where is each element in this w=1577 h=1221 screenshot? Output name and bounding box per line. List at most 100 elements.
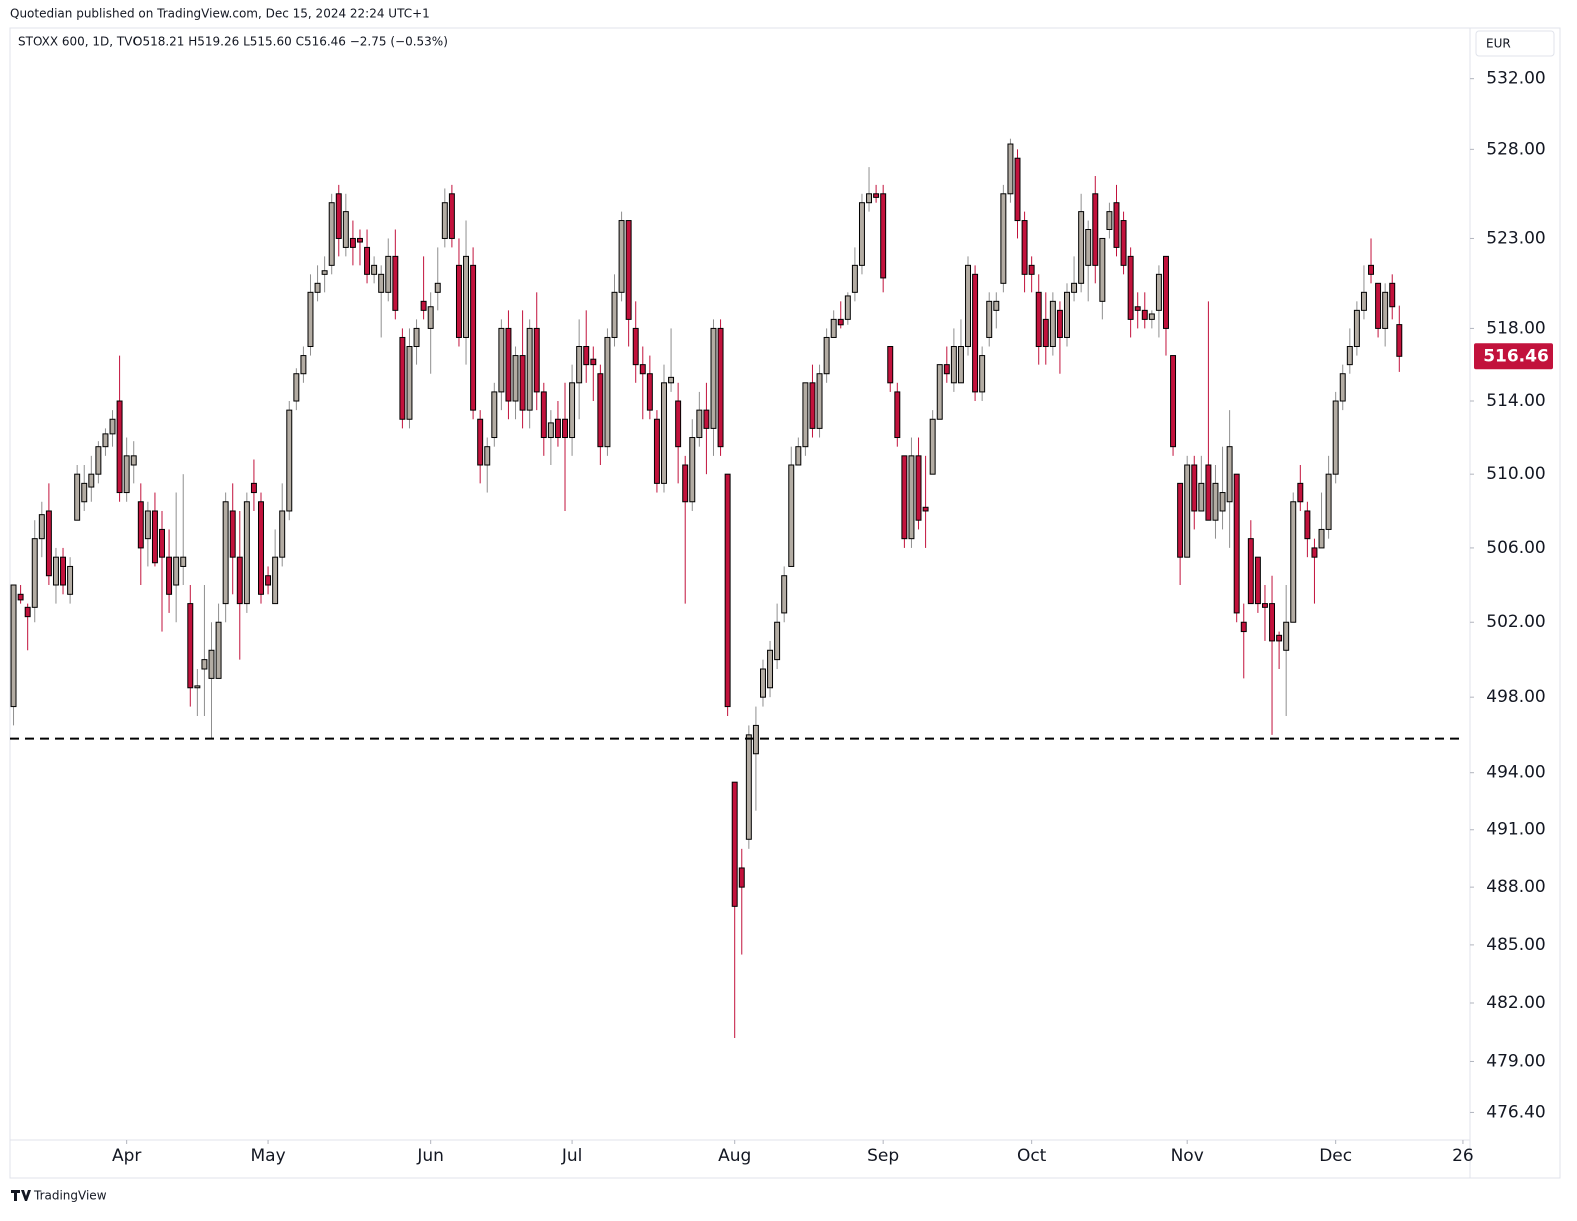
candle-body: [455, 264, 462, 338]
y-tick-label: 528.00: [1486, 139, 1545, 159]
candle-body: [710, 327, 717, 429]
y-tick-label: 523.00: [1486, 228, 1545, 248]
candle-body: [208, 649, 215, 679]
candle-body: [611, 291, 618, 338]
candle-body: [1113, 202, 1120, 248]
candle-body: [1212, 482, 1219, 521]
candle-body: [979, 355, 986, 393]
candle-body: [639, 364, 646, 375]
candle-body: [1141, 309, 1148, 320]
candle-body: [1311, 547, 1318, 558]
candle-body: [957, 346, 964, 384]
candle-body: [1205, 464, 1212, 521]
y-tick-label: 488.00: [1486, 877, 1545, 897]
candle-body: [74, 473, 81, 521]
candle-body: [1035, 291, 1042, 348]
candle-body: [342, 211, 349, 248]
candle-body: [1099, 237, 1106, 302]
candle-body: [1148, 313, 1155, 320]
candle-body: [491, 391, 498, 439]
candle-body: [1071, 282, 1078, 293]
candle-body: [1064, 291, 1070, 338]
candle-body: [731, 781, 738, 907]
candle-body: [434, 282, 441, 293]
candle-body: [866, 193, 873, 204]
y-tick-label: 510.00: [1486, 464, 1545, 484]
candle-body: [1127, 255, 1134, 320]
candle-body: [1056, 309, 1063, 338]
y-tick-label: 485.00: [1486, 935, 1545, 955]
publisher-line: Quotedian published on TradingView.com, …: [10, 7, 430, 21]
candle-body: [17, 593, 24, 601]
candle-body: [1163, 255, 1169, 329]
candle-body: [229, 510, 236, 558]
candle-body: [392, 255, 399, 311]
candle-body: [81, 482, 88, 503]
candle-body: [250, 482, 257, 494]
x-tick-label: Aug: [718, 1146, 751, 1166]
currency-label[interactable]: EUR: [1486, 37, 1511, 51]
candle-body: [752, 724, 759, 755]
candle-body: [965, 264, 971, 348]
candle-body: [1353, 309, 1360, 348]
candle-body: [922, 506, 929, 512]
candle-body: [929, 418, 936, 475]
candle-body: [880, 193, 887, 279]
candle-body: [307, 291, 314, 348]
candle-body: [102, 433, 109, 448]
candle-body: [1078, 211, 1085, 284]
candle-body: [816, 373, 823, 429]
candle-body: [703, 409, 710, 429]
candle-body: [116, 400, 123, 494]
candle-body: [858, 202, 865, 266]
x-tick-label: Apr: [112, 1146, 141, 1166]
candle-body: [441, 202, 448, 239]
x-tick-label: Jun: [416, 1146, 444, 1166]
candle-body: [682, 464, 689, 503]
currency-box[interactable]: [1475, 30, 1555, 57]
candle-body: [399, 336, 406, 420]
candle-body: [484, 446, 491, 466]
symbol-title: STOXX 600, 1D, TVC: [18, 35, 141, 49]
candle-body: [293, 373, 300, 402]
candle-body: [137, 501, 144, 549]
x-tick-label: May: [250, 1146, 285, 1166]
candle-body: [830, 318, 837, 338]
candle-body: [908, 455, 915, 540]
candle-body: [505, 327, 512, 402]
candle-body: [1014, 157, 1021, 222]
candle-body: [774, 621, 781, 661]
candle-body: [894, 391, 901, 439]
candle-body: [38, 514, 45, 540]
ohlc-legend: O518.21 H519.26 L515.60 C516.46 −2.75 (−…: [133, 35, 448, 49]
candle-body: [1375, 282, 1382, 329]
candle-body: [321, 270, 328, 275]
candle-body: [1049, 300, 1056, 348]
chart-frame: [9, 27, 1561, 1179]
candle-body: [604, 336, 611, 448]
last-price-badge: [1474, 343, 1553, 370]
candle-body: [173, 556, 180, 586]
candle-body: [1042, 318, 1049, 348]
candle-body: [364, 246, 371, 275]
candle-body: [1198, 482, 1205, 512]
candle-body: [689, 437, 696, 503]
candle-body: [625, 220, 632, 320]
y-tick-label: 502.00: [1486, 612, 1545, 632]
candle-body: [844, 295, 851, 320]
candle-body: [243, 501, 250, 605]
candle-body: [1120, 220, 1127, 266]
last-price-label: 516.46: [1483, 346, 1549, 366]
candle-body: [802, 382, 809, 448]
candle-body: [993, 300, 1000, 311]
candle-body: [477, 418, 484, 466]
candle-body: [1184, 464, 1191, 558]
candle-body: [1290, 501, 1297, 623]
candle-body: [533, 327, 540, 393]
candle-body: [470, 264, 477, 411]
candle-body: [328, 202, 335, 266]
candle-body: [781, 575, 788, 614]
candle-body: [950, 346, 957, 384]
candle-body: [52, 556, 59, 586]
candle-body: [1092, 193, 1099, 266]
